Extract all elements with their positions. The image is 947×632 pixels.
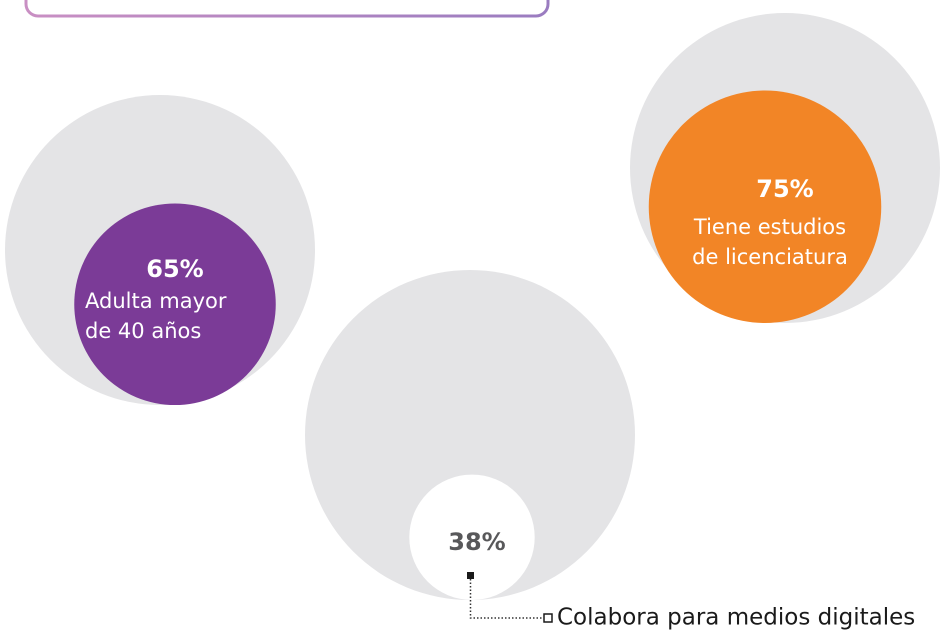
value-circle	[74, 203, 276, 405]
value-label: 75%	[756, 175, 813, 203]
value-label: 38%	[448, 528, 505, 556]
callout-square	[543, 613, 553, 623]
value-circle	[409, 474, 535, 600]
callout-dot	[467, 572, 474, 579]
value-circle	[648, 90, 882, 323]
category-label: Tiene estudios	[693, 215, 846, 239]
value-label: 65%	[146, 255, 203, 283]
category-label: de 40 años	[85, 319, 201, 343]
outer-circle	[305, 270, 635, 600]
category-label: Adulta mayor	[85, 289, 227, 313]
header-box	[24, 0, 550, 18]
callout-label: Colabora para medios digitales	[557, 605, 915, 631]
callout-line	[469, 579, 543, 619]
category-label: de licenciatura	[692, 245, 848, 269]
